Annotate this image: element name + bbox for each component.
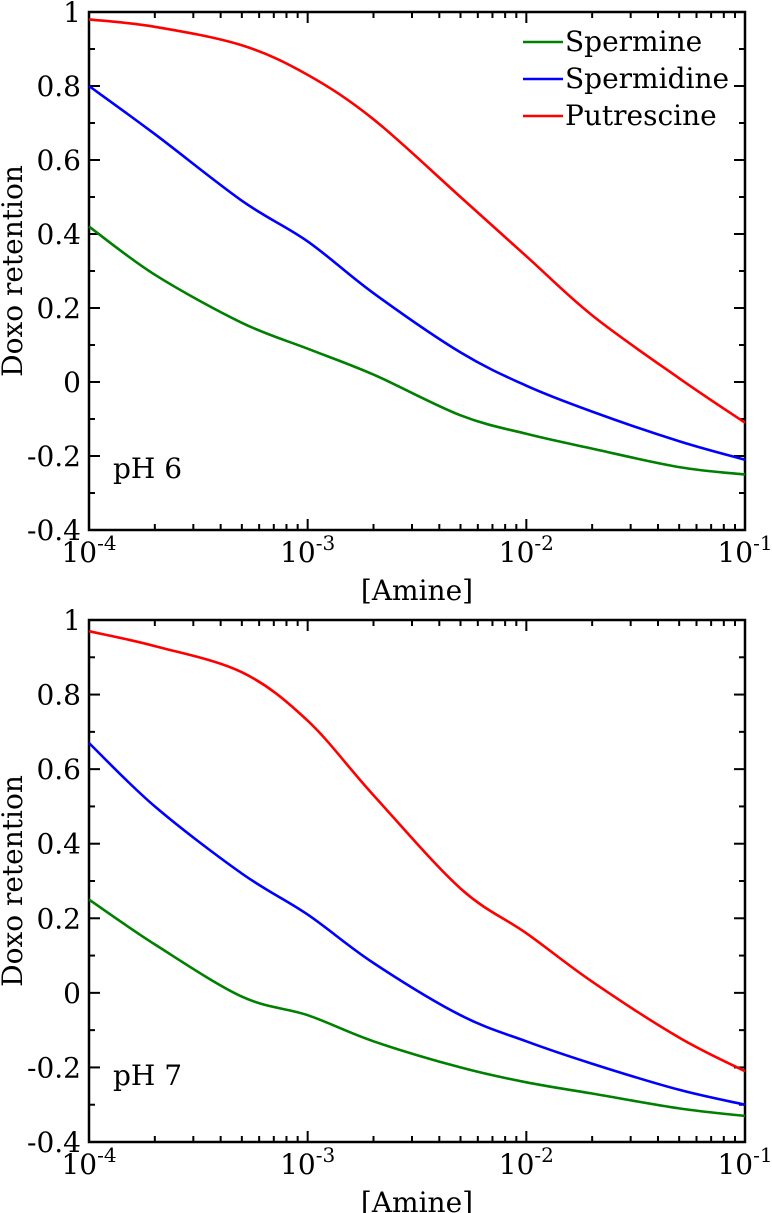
x-tick-label: 10-3 xyxy=(280,1143,335,1181)
y-tick-label: 0.4 xyxy=(36,828,81,861)
y-tick-label: 0 xyxy=(63,977,81,1010)
y-tick-label: -0.2 xyxy=(27,1051,81,1084)
plot-frame xyxy=(87,618,747,1144)
y-tick-label: 0.6 xyxy=(36,144,81,177)
y-tick-label: 0 xyxy=(63,366,81,399)
y-tick-label: 0.8 xyxy=(36,70,81,103)
y-tick-label: 1 xyxy=(63,0,81,29)
x-axis-label: [Amine] xyxy=(361,1186,473,1213)
y-tick-label: 0.2 xyxy=(36,292,81,325)
y-tick-label: 0.8 xyxy=(36,679,81,712)
panel-annotation: pH 6 xyxy=(113,452,182,485)
chart-panel-2: -0.4 -0.2 0 0.2 0.4 0.6 0.8 1 10-4 10-3 10-2 10-1 [A… xyxy=(0,604,772,1213)
series-line-spermidine xyxy=(88,84,746,461)
y-tick-label: 0.6 xyxy=(36,753,81,786)
series-line-spermidine xyxy=(88,742,746,1106)
panel-annotation: pH 7 xyxy=(113,1059,182,1092)
series-line-spermine xyxy=(88,898,746,1118)
x-tick-label: 10-2 xyxy=(499,531,554,569)
y-axis-label: Doxo retention xyxy=(0,165,29,377)
x-axis-label: [Amine] xyxy=(361,574,473,607)
x-tick-label: 10-1 xyxy=(717,531,772,569)
y-axis-label: Doxo retention xyxy=(0,775,29,987)
legend-label-spermine: Spermine xyxy=(565,25,702,58)
legend-label-putrescine: Putrescine xyxy=(565,99,717,132)
y-tick-label: -0.2 xyxy=(27,440,81,473)
legend-label-spermidine: Spermidine xyxy=(565,62,729,95)
series-line-spermine xyxy=(88,225,746,476)
x-tick-label: 10-3 xyxy=(280,531,335,569)
y-tick-label: 1 xyxy=(63,604,81,637)
y-tick-label: -0.4 xyxy=(27,514,81,547)
y-tick-label: 0.4 xyxy=(36,218,81,251)
x-tick-label: 10-4 xyxy=(61,1143,116,1181)
series-line-putrescine xyxy=(88,629,746,1073)
chart-panel-1: -0.4 -0.2 0 0.2 0.4 0.6 0.8 1 10-4 10-3 10-2 10-1 [A… xyxy=(0,0,772,607)
x-tick-label: 10-4 xyxy=(61,531,116,569)
y-tick-label: 0.2 xyxy=(36,902,81,935)
x-tick-label: 10-2 xyxy=(499,1143,554,1181)
x-tick-label: 10-1 xyxy=(717,1143,772,1181)
y-tick-label: -0.4 xyxy=(27,1126,81,1159)
legend: Spermine Spermidine Putrescine xyxy=(523,25,729,132)
series-line-putrescine xyxy=(88,18,746,424)
